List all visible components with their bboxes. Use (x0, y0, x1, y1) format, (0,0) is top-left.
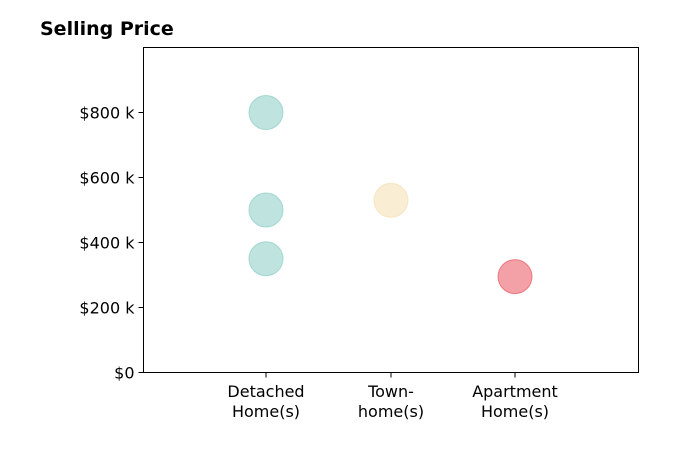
x-tick-label-line: home(s) (358, 402, 424, 421)
y-tick-label: $200 k (79, 299, 135, 318)
x-tick-label-line: Apartment (472, 382, 558, 401)
scatter-point (497, 259, 533, 295)
scatter-point (248, 241, 284, 277)
scatter-point (248, 192, 284, 228)
y-tick-label: $600 k (79, 169, 135, 188)
y-tick-label: $400 k (79, 234, 135, 253)
x-tick-label: Detached Home(s) (227, 382, 304, 421)
x-tick-label-line: Home(s) (481, 402, 549, 421)
y-axis: $0 $200 k $400 k $600 k $800 k (79, 104, 144, 383)
x-axis: Detached Home(s)Town-home(s)Apartment Home… (227, 372, 558, 421)
x-tick-label: Town-home(s) (358, 382, 424, 421)
scatter-points (248, 95, 533, 295)
y-tick-label: $800 k (79, 104, 135, 123)
x-tick-label-line: Town- (367, 382, 414, 401)
x-tick-label-line: Detached (227, 382, 304, 401)
x-tick-label: Apartment Home(s) (472, 382, 558, 421)
scatter-point (248, 95, 284, 130)
chart-title: Selling Price (40, 18, 174, 40)
x-tick-label-line: Home(s) (232, 402, 300, 421)
y-tick-label: $0 (114, 364, 134, 383)
scatter-point (373, 182, 409, 218)
